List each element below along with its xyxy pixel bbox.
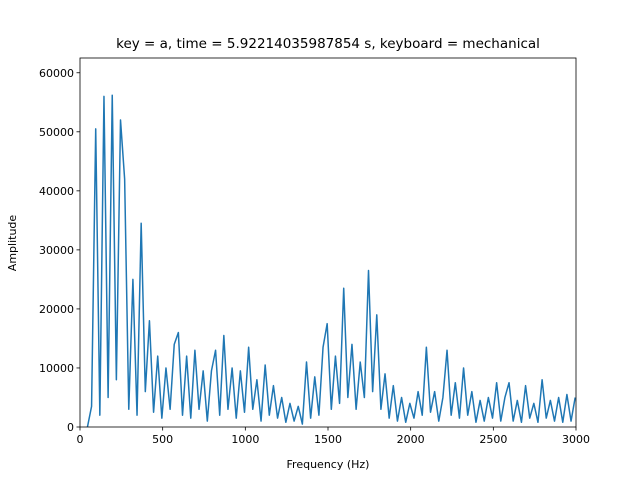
x-tick-label: 2500 <box>479 433 507 446</box>
x-tick-label: 500 <box>152 433 173 446</box>
line-series <box>86 94 576 427</box>
y-tick-label: 40000 <box>39 185 74 198</box>
y-tick-label: 10000 <box>39 362 74 375</box>
y-tick-label: 60000 <box>39 67 74 80</box>
x-tick-label: 1500 <box>314 433 342 446</box>
x-tick-label: 3000 <box>562 433 590 446</box>
x-tick-label: 1000 <box>231 433 259 446</box>
y-tick-label: 0 <box>67 421 74 434</box>
x-tick-label: 2000 <box>397 433 425 446</box>
x-tick-label: 0 <box>77 433 84 446</box>
y-tick-label: 30000 <box>39 244 74 257</box>
x-axis-label: Frequency (Hz) <box>287 458 370 471</box>
y-axis-label: Amplitude <box>6 215 19 272</box>
y-tick-label: 20000 <box>39 303 74 316</box>
chart-title: key = a, time = 5.92214035987854 s, keyb… <box>116 36 540 52</box>
y-tick-label: 50000 <box>39 126 74 139</box>
